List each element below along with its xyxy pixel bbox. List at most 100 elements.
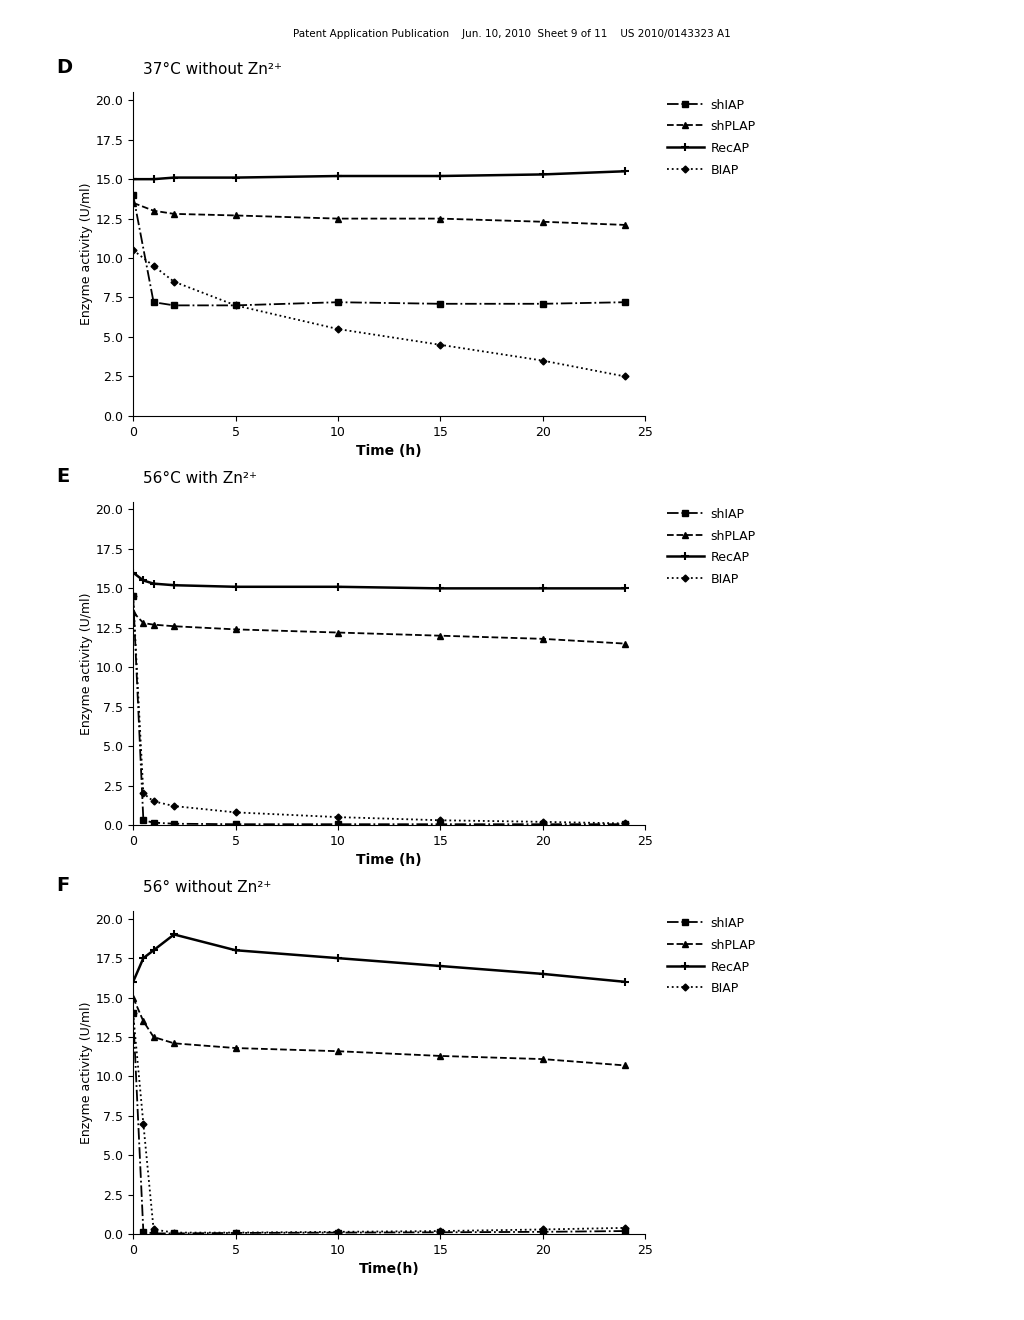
BIAP bbox=[618, 1220, 631, 1236]
RecAP bbox=[618, 581, 631, 597]
BIAP bbox=[537, 814, 549, 830]
BIAP bbox=[229, 804, 242, 820]
shPLAP bbox=[229, 622, 242, 638]
Text: 56° without Zn²⁺: 56° without Zn²⁺ bbox=[143, 880, 271, 895]
BIAP bbox=[147, 257, 160, 273]
X-axis label: Time (h): Time (h) bbox=[356, 444, 422, 458]
BIAP bbox=[168, 273, 180, 289]
BIAP bbox=[537, 1221, 549, 1237]
BIAP bbox=[137, 785, 150, 801]
shIAP bbox=[434, 1225, 446, 1241]
shPLAP bbox=[537, 1051, 549, 1067]
shPLAP bbox=[618, 216, 631, 232]
RecAP bbox=[229, 170, 242, 186]
Y-axis label: Enzyme activity (U/ml): Enzyme activity (U/ml) bbox=[80, 183, 93, 325]
shIAP bbox=[537, 816, 549, 832]
BIAP bbox=[434, 337, 446, 352]
BIAP bbox=[332, 321, 344, 337]
RecAP bbox=[332, 168, 344, 183]
RecAP bbox=[168, 927, 180, 942]
BIAP bbox=[137, 1115, 150, 1131]
shIAP bbox=[127, 589, 139, 605]
shPLAP bbox=[137, 615, 150, 631]
Text: Patent Application Publication    Jun. 10, 2010  Sheet 9 of 11    US 2010/014332: Patent Application Publication Jun. 10, … bbox=[293, 29, 731, 40]
BIAP bbox=[434, 1224, 446, 1239]
Line: BIAP: BIAP bbox=[131, 594, 627, 826]
shPLAP bbox=[127, 990, 139, 1006]
RecAP bbox=[434, 581, 446, 597]
RecAP bbox=[168, 170, 180, 186]
shPLAP bbox=[537, 214, 549, 230]
Line: shIAP: shIAP bbox=[130, 594, 628, 828]
shPLAP bbox=[147, 1030, 160, 1045]
shIAP bbox=[229, 1225, 242, 1241]
BIAP bbox=[147, 1221, 160, 1237]
X-axis label: Time(h): Time(h) bbox=[358, 1262, 420, 1276]
RecAP bbox=[147, 172, 160, 187]
RecAP bbox=[537, 166, 549, 182]
RecAP bbox=[137, 950, 150, 966]
shPLAP bbox=[127, 605, 139, 620]
BIAP bbox=[147, 793, 160, 809]
BIAP bbox=[618, 816, 631, 832]
RecAP bbox=[147, 942, 160, 958]
shIAP bbox=[618, 816, 631, 832]
shPLAP bbox=[147, 616, 160, 632]
shPLAP bbox=[332, 211, 344, 227]
BIAP bbox=[332, 1224, 344, 1239]
RecAP bbox=[127, 172, 139, 187]
RecAP bbox=[229, 942, 242, 958]
Line: shIAP: shIAP bbox=[130, 1011, 628, 1237]
BIAP bbox=[127, 1006, 139, 1022]
shIAP bbox=[137, 812, 150, 828]
Line: shPLAP: shPLAP bbox=[130, 995, 628, 1068]
shIAP bbox=[332, 294, 344, 310]
shIAP bbox=[229, 297, 242, 313]
Line: shIAP: shIAP bbox=[130, 193, 628, 308]
shPLAP bbox=[229, 207, 242, 223]
Legend: shIAP, shPLAP, RecAP, BIAP: shIAP, shPLAP, RecAP, BIAP bbox=[667, 99, 756, 177]
shIAP bbox=[137, 1224, 150, 1239]
shPLAP bbox=[229, 1040, 242, 1056]
RecAP bbox=[618, 974, 631, 990]
shIAP bbox=[168, 1225, 180, 1241]
BIAP bbox=[229, 297, 242, 313]
shPLAP bbox=[434, 628, 446, 644]
shIAP bbox=[434, 296, 446, 312]
shPLAP bbox=[618, 636, 631, 652]
shPLAP bbox=[137, 1014, 150, 1030]
Y-axis label: Enzyme activity (U/ml): Enzyme activity (U/ml) bbox=[80, 1002, 93, 1143]
Line: RecAP: RecAP bbox=[129, 931, 629, 986]
Text: 37°C without Zn²⁺: 37°C without Zn²⁺ bbox=[143, 62, 283, 77]
shPLAP bbox=[537, 631, 549, 647]
Text: E: E bbox=[56, 467, 70, 486]
shPLAP bbox=[332, 624, 344, 640]
BIAP bbox=[618, 368, 631, 384]
BIAP bbox=[332, 809, 344, 825]
RecAP bbox=[168, 577, 180, 593]
Text: D: D bbox=[56, 58, 73, 77]
Line: BIAP: BIAP bbox=[131, 1011, 627, 1236]
RecAP bbox=[618, 164, 631, 180]
shIAP bbox=[168, 297, 180, 313]
Y-axis label: Enzyme activity (U/ml): Enzyme activity (U/ml) bbox=[80, 593, 93, 734]
Line: RecAP: RecAP bbox=[129, 168, 629, 183]
shIAP bbox=[127, 187, 139, 203]
Line: shPLAP: shPLAP bbox=[130, 201, 628, 227]
RecAP bbox=[434, 958, 446, 974]
X-axis label: Time (h): Time (h) bbox=[356, 853, 422, 867]
shIAP bbox=[127, 1006, 139, 1022]
Line: shPLAP: shPLAP bbox=[130, 610, 628, 647]
shPLAP bbox=[332, 1043, 344, 1059]
RecAP bbox=[537, 966, 549, 982]
shPLAP bbox=[618, 1057, 631, 1073]
shIAP bbox=[537, 296, 549, 312]
RecAP bbox=[434, 168, 446, 183]
BIAP bbox=[229, 1225, 242, 1241]
BIAP bbox=[168, 1225, 180, 1241]
Legend: shIAP, shPLAP, RecAP, BIAP: shIAP, shPLAP, RecAP, BIAP bbox=[667, 917, 756, 995]
shIAP bbox=[332, 816, 344, 832]
shPLAP bbox=[168, 1035, 180, 1051]
RecAP bbox=[229, 579, 242, 595]
BIAP bbox=[537, 352, 549, 368]
